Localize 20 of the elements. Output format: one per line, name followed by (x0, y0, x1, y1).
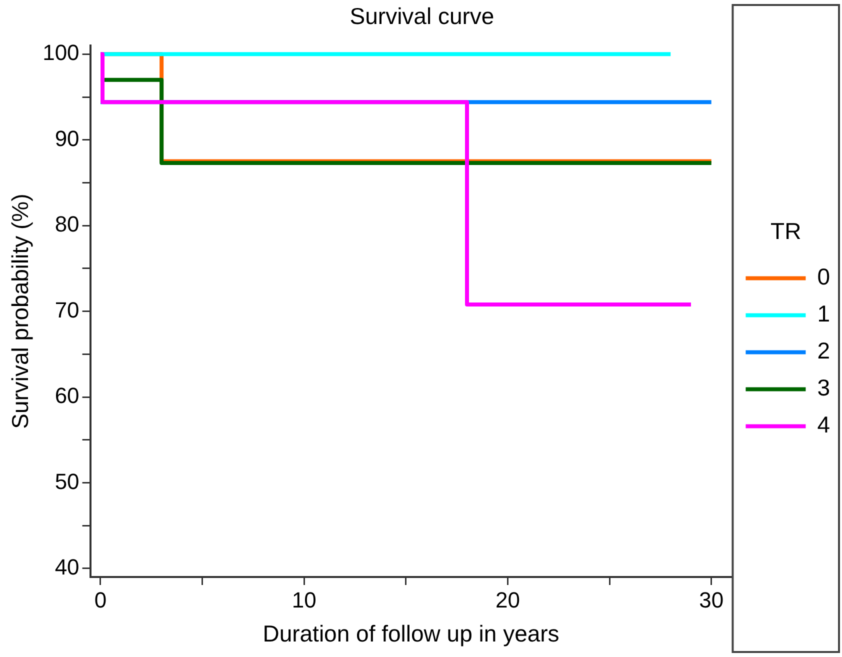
x-axis-title: Duration of follow up in years (262, 620, 560, 647)
y-tick-label: 90 (54, 126, 80, 151)
legend-label: 3 (817, 374, 830, 401)
legend-title: TR (770, 218, 802, 244)
x-tick-label: 20 (495, 587, 520, 612)
x-tick-label: 10 (292, 587, 316, 612)
x-tick-label: 30 (699, 587, 724, 612)
legend-label: 0 (817, 264, 830, 290)
y-tick-label: 80 (54, 212, 80, 237)
x-tick-label: 0 (94, 587, 107, 612)
y-tick-label: 100 (42, 40, 80, 66)
chart-title: Survival curve (350, 3, 494, 30)
legend-label: 4 (817, 412, 830, 438)
y-tick-label: 60 (54, 383, 80, 408)
legend-label: 2 (817, 338, 830, 364)
y-tick-label: 40 (54, 554, 80, 580)
legend-label: 1 (817, 300, 830, 327)
y-axis-title: Survival probability (%) (7, 194, 34, 429)
y-tick-label: 70 (54, 297, 80, 322)
y-tick-label: 50 (54, 468, 80, 494)
